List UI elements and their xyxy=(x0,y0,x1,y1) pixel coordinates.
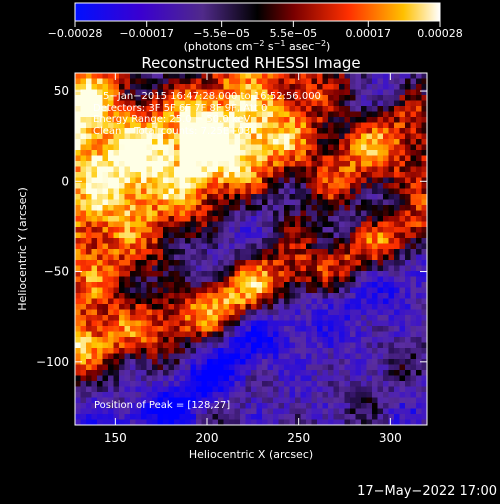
colorbar-tick-label: 0.00017 xyxy=(346,27,392,40)
y-tick-label: −100 xyxy=(36,355,69,369)
y-axis-label: Heliocentric Y (arcsec) xyxy=(16,187,29,311)
chart-title: Reconstructed RHESSI Image xyxy=(141,54,360,72)
colorbar-tick-label: 5.5e−05 xyxy=(270,27,317,40)
heatmap-cells xyxy=(75,73,427,425)
annotation-method: Clean Total counts: 7.25E+03 xyxy=(93,126,250,137)
colorbar-tick-label: 0.00028 xyxy=(417,27,463,40)
x-axis: 150 200 250 300 xyxy=(104,73,402,445)
annotation-block: 5−Jan−2015 16:47:28.000 to 16:52:56.000 … xyxy=(93,91,321,411)
y-tick-label: −50 xyxy=(44,265,69,279)
colorbar-ticks: −0.00028 −0.00017 −5.5e−05 5.5e−05 0.00017 0.… xyxy=(48,21,463,40)
colorbar-gradient xyxy=(74,2,441,22)
x-tick-label: 250 xyxy=(287,431,310,445)
colorbar-tick-label: −0.00028 xyxy=(48,27,103,40)
footer-timestamp: 17−May−2022 17:00 xyxy=(357,484,497,499)
colorbar-tick-label: −5.5e−05 xyxy=(193,27,250,40)
y-axis: 50 0 −50 −100 xyxy=(36,84,427,369)
plot-frame xyxy=(74,72,428,426)
heatmap xyxy=(75,73,427,425)
x-tick-label: 200 xyxy=(196,431,219,445)
colorbar: −0.00028 −0.00017 −5.5e−05 5.5e−05 0.00017 0.… xyxy=(48,2,463,53)
annotation-time-range: 5−Jan−2015 16:47:28.000 to 16:52:56.000 xyxy=(103,91,321,102)
annotation-detectors: Detectors: 3F 5F 6F 7F 8F 9F, Att 0 xyxy=(93,103,267,114)
colorbar-tick-label: −0.00017 xyxy=(119,27,174,40)
y-tick-label: 50 xyxy=(54,84,69,98)
x-axis-label: Heliocentric X (arcsec) xyxy=(189,448,313,461)
x-tick-label: 300 xyxy=(379,431,402,445)
colorbar-unit-label: (photons cm−2 s−1 asec−2) xyxy=(184,39,331,53)
annotation-energy: Energy Range: 25.0 − 50.0 keV xyxy=(93,114,250,125)
y-tick-label: 0 xyxy=(61,174,69,188)
x-tick-label: 150 xyxy=(104,431,127,445)
annotation-peak-position: Position of Peak = [128,27] xyxy=(94,400,230,411)
